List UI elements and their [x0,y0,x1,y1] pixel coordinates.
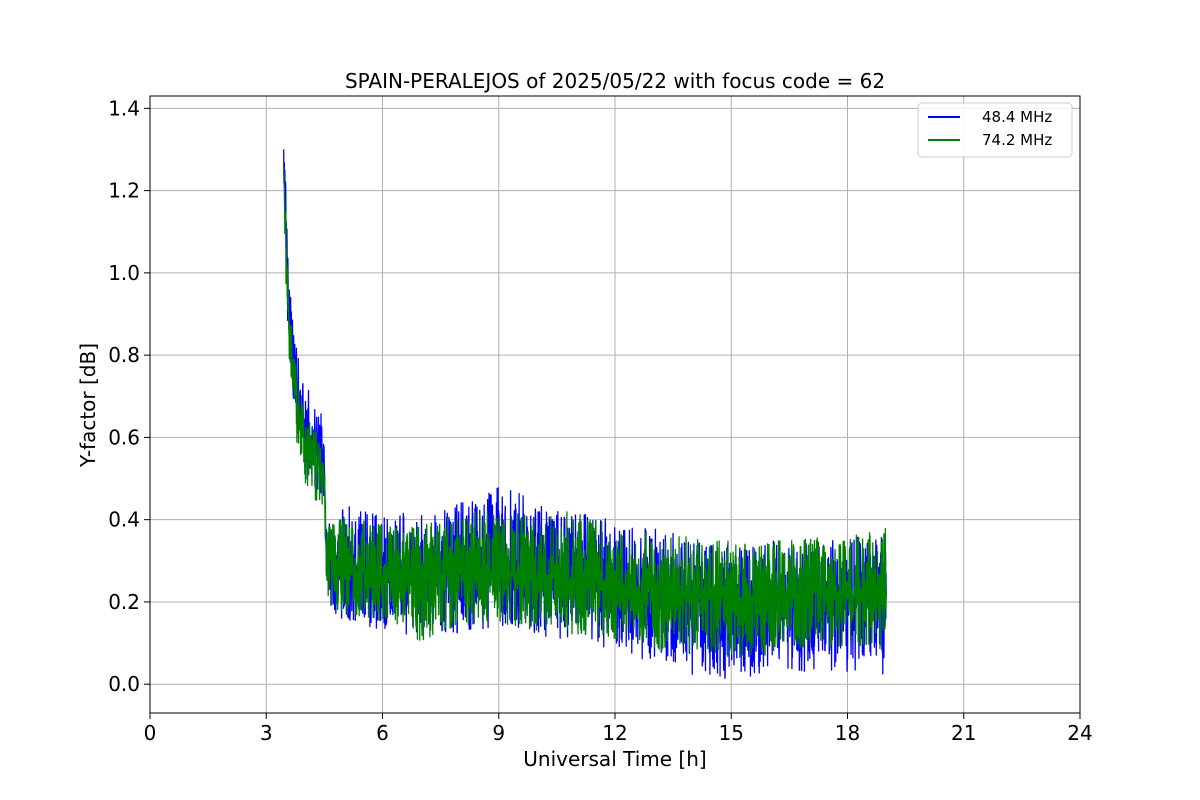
chart-title: SPAIN-PERALEJOS of 2025/05/22 with focus… [345,69,885,93]
x-tick-label: 6 [376,721,389,745]
ticks: 0 3 6 9 12 15 18 21 24 0.0 0.2 0.4 0.6 0.8 1.0 1.2 1.4 [108,96,1093,745]
series-line-74-2-mhz [283,166,887,658]
x-tick-label: 15 [719,721,744,745]
y-tick-label: 1.0 [108,261,140,285]
x-tick-label: 18 [835,721,860,745]
y-tick-label: 1.2 [108,179,140,203]
legend-label-48-4-mhz: 48.4 MHz [982,108,1052,126]
grid [149,96,1081,713]
y-axis-label: Y-factor [dB] [76,343,100,468]
y-tick-label: 0.2 [108,590,140,614]
legend: 48.4 MHz 74.2 MHz [917,102,1073,158]
x-tick-label: 3 [260,721,273,745]
y-tick-label: 0.0 [108,672,140,696]
x-tick-label: 9 [492,721,505,745]
x-axis-label: Universal Time [h] [523,747,706,771]
y-tick-label: 1.4 [108,96,140,120]
x-tick-label: 21 [951,721,976,745]
legend-label-74-2-mhz: 74.2 MHz [982,131,1052,149]
y-tick-label: 0.4 [108,508,140,532]
x-tick-label: 24 [1067,721,1092,745]
x-tick-label: 12 [602,721,627,745]
y-tick-label: 0.6 [108,425,140,449]
y-tick-label: 0.8 [108,343,140,367]
series-layer [283,149,887,679]
x-tick-label: 0 [144,721,157,745]
